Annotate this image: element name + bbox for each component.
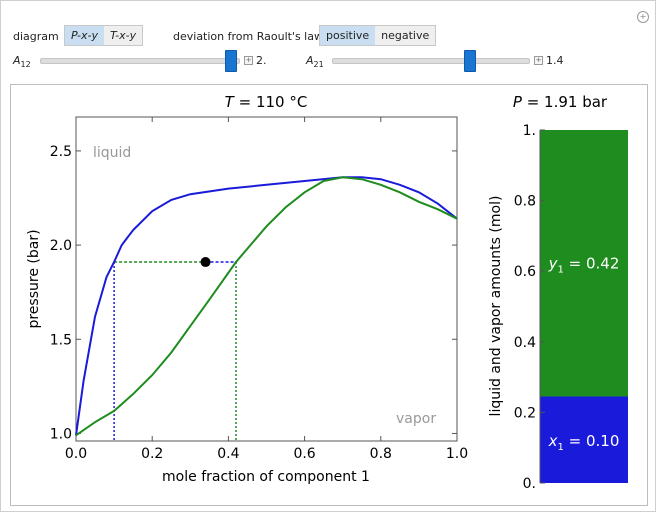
a21-value: 1.4 [546,54,564,67]
liquid-label-var: x [548,432,558,450]
amount-tick-label: 0.6 [514,264,536,280]
a21-label-sub: 21 [313,60,324,70]
deviation-label: deviation from Raoult's law [173,30,323,43]
vapor-bar-label: y1 = 0.42 [548,254,620,275]
x-tick-label: 0.2 [141,446,163,462]
y-tick-label: 1.0 [50,426,72,442]
x-tick-label: 0.8 [370,446,392,462]
vapor-label-var: y [548,254,559,272]
liquid-label-sub: 1 [558,442,564,453]
liquid-region-label: liquid [93,145,131,161]
pxy-plot-frame [75,116,458,442]
control-bar: diagram P-x-y T-x-y deviation from Raoul… [0,0,656,78]
amounts-chart: P = 1.91 bar 0.0.20.40.60.81. y1 = 0.42 … [488,93,628,492]
pxy-title-rest: = 110 °C [234,93,307,111]
liquid-curve [75,176,458,436]
diagram-option-txy-label: T-x-y [110,29,137,42]
pxy-title-var: T [225,93,236,111]
y-tick-label: 2.0 [50,238,72,254]
amounts-y-ticks: 0. 0.2 0.4 0.6 0.8 1. [514,123,545,492]
liquid-bar-label: x1 = 0.10 [548,432,620,453]
amount-tick-label: 0. [523,476,536,492]
a21-slider-track[interactable] [332,58,530,64]
vapor-label-sub: 1 [558,264,564,275]
a12-slider-thumb[interactable] [225,50,238,72]
state-point[interactable] [200,257,211,268]
diagram-option-pxy-label: P-x-y [71,29,98,42]
pxy-chart: T = 110 °C liquid vapor 0.0 0.2 0.4 0.6 0.8 1… [26,93,468,485]
a21-label: A21 [306,54,324,69]
a12-label-letter: A [13,54,21,67]
x-tick-label: 0.0 [65,446,87,462]
a12-value: 2. [256,54,267,67]
y-tick-label: 1.5 [50,332,72,348]
deviation-option-negative[interactable]: negative [381,29,430,42]
liquid-amount-bar [540,396,628,483]
vapor-curve [75,176,458,437]
amount-tick-label: 0.4 [514,335,536,351]
pxy-x-ticks: 0.0 0.2 0.4 0.6 0.8 1.0 [65,117,468,462]
diagram-option-pxy[interactable]: P-x-y [65,26,104,45]
amount-tick-label: 0.8 [514,194,536,210]
amounts-chart-title: P = 1.91 bar [513,93,608,111]
diagram-label: diagram [13,30,59,43]
pxy-x-axis-label: mole fraction of component 1 [162,469,370,485]
deviation-toggle: positive negative [319,25,437,46]
a21-expand-button[interactable]: + [534,56,543,65]
x-tick-label: 0.6 [293,446,315,462]
diagram-toggle: P-x-y T-x-y [64,25,144,46]
liquid-label-rest: = 0.10 [564,432,620,450]
a12-expand-button[interactable]: + [244,56,253,65]
vapor-region-label: vapor [396,411,436,427]
amounts-title-rest: = 1.91 bar [522,93,608,111]
a21-slider-thumb[interactable] [464,50,477,72]
x-tick-label: 0.4 [217,446,239,462]
pxy-y-ticks: 1.0 1.5 2.0 2.5 [50,144,457,442]
vapor-label-rest: = 0.42 [564,254,620,272]
vapor-amount-bar [540,130,628,397]
pxy-y-axis-label: pressure (bar) [26,229,42,328]
pxy-chart-title: T = 110 °C [225,93,308,111]
a12-label-sub: 12 [20,60,31,70]
a12-label: A12 [13,54,31,69]
amount-tick-label: 0.2 [514,405,536,421]
x-tick-label: 1.0 [446,446,468,462]
y-tick-label: 2.5 [50,144,72,160]
options-icon[interactable]: + [637,11,649,23]
a12-slider-track[interactable] [40,58,240,64]
a21-label-letter: A [306,54,314,67]
diagram-option-txy[interactable]: T-x-y [104,26,142,45]
amounts-y-axis-label: liquid and vapor amounts (mol) [488,196,504,417]
deviation-option-positive[interactable]: positive [320,26,376,45]
amount-tick-label: 1. [523,123,536,139]
amounts-title-var: P [513,93,523,111]
